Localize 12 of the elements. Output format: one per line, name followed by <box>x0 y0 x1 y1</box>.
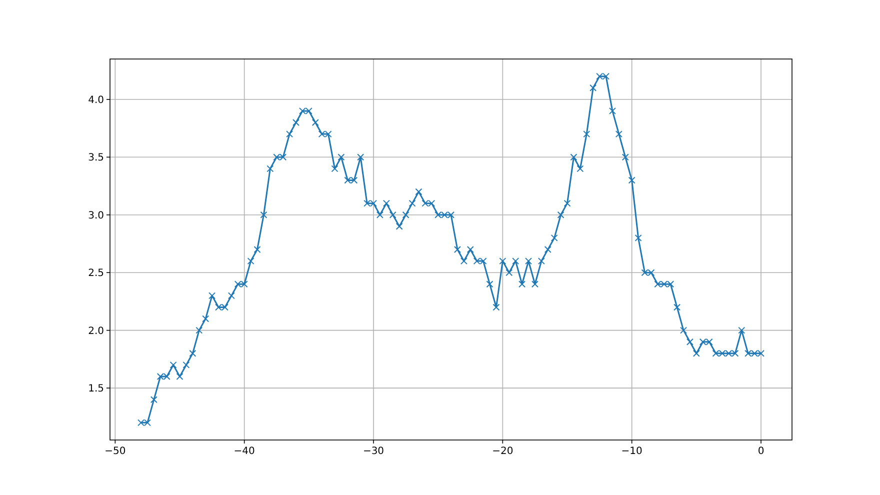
x-tick-label: −10 <box>621 446 642 457</box>
y-tick-label: 2.5 <box>88 268 104 280</box>
y-tick-label: 4.0 <box>88 94 104 106</box>
x-tick-label: −30 <box>362 446 384 457</box>
x-tick-label: −50 <box>104 446 126 457</box>
y-tick-label: 3.5 <box>88 152 104 164</box>
x-tick-label: 0 <box>758 446 764 457</box>
x-tick-label: −20 <box>492 446 514 457</box>
y-tick-label: 1.5 <box>88 384 104 395</box>
y-tick-label: 3.0 <box>88 210 104 222</box>
x-tick-label: −40 <box>234 446 255 457</box>
y-tick-label: 2.0 <box>88 326 104 337</box>
